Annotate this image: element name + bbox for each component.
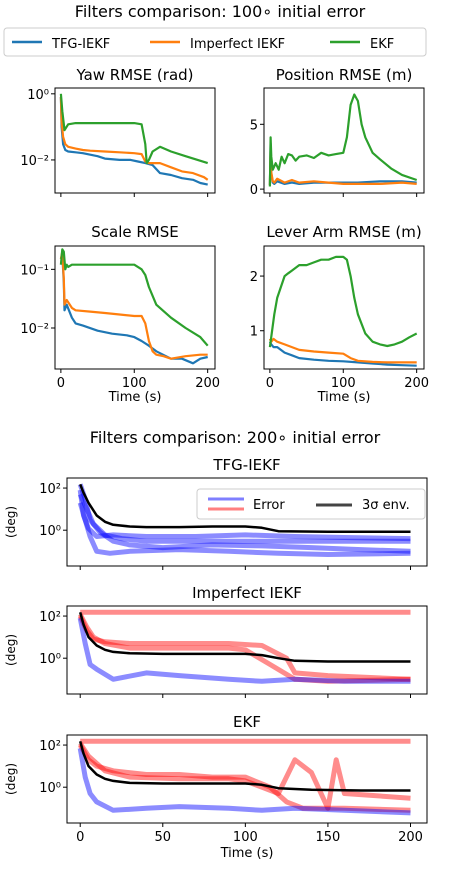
error-trajectory — [77, 615, 411, 682]
y-tick-label: 10² — [39, 482, 61, 497]
series-line-imperfect-iekf — [59, 250, 208, 360]
error-trajectory — [78, 743, 411, 813]
y-axis-label: (deg) — [4, 634, 18, 666]
chart-2: Scale RMSE 10⁻¹ 10⁻² 0 100 200 Time (s) — [20, 223, 220, 405]
chart-title: Imperfect IEKF — [192, 584, 302, 602]
y-tick-label: 10² — [39, 739, 61, 754]
chart-title: Yaw RMSE (rad) — [75, 66, 193, 84]
series-line-imperfect-iekf — [268, 337, 417, 364]
x-tick-label: 0 — [76, 830, 84, 845]
chart-title: Position RMSE (m) — [276, 66, 413, 84]
plot-area — [59, 248, 209, 365]
plot-frame — [54, 87, 216, 194]
error-trajectory — [77, 489, 411, 542]
x-tick-label: 200 — [195, 376, 220, 391]
plot-frame — [263, 87, 425, 194]
y-tick-label: 10⁰ — [39, 652, 61, 667]
chart-title: Scale RMSE — [91, 223, 179, 241]
plot-area — [268, 255, 418, 367]
y-tick-label: 10² — [39, 610, 61, 625]
chart-title: TFG-IEKF — [212, 456, 280, 474]
x-axis-label: Time (s) — [220, 846, 274, 861]
x-tick-label: 150 — [316, 830, 341, 845]
series-line-tfg-iekf — [59, 96, 208, 186]
charts-group: Yaw RMSE (rad) 10⁰ 10⁻² Position RMSE (m) 0 5… — [4, 66, 429, 861]
series-line-imperfect-iekf — [268, 149, 417, 186]
top-legend: TFG-IEKF Imperfect IEKF EKF — [3, 27, 427, 57]
series-line-tfg-iekf — [59, 253, 208, 365]
y-tick-label: 10⁻² — [20, 154, 49, 169]
plot-frame — [54, 245, 216, 370]
x-tick-label: 100 — [331, 376, 356, 391]
x-tick-label: 100 — [233, 830, 258, 845]
chart-4: TFG-IEKF (deg) 10² 10⁰ — [4, 456, 428, 570]
error-trajectory — [77, 483, 411, 554]
x-tick-label: 0 — [266, 376, 274, 391]
series-line-tfg-iekf — [268, 341, 417, 367]
series-line-imperfect-iekf — [59, 96, 209, 181]
y-tick-label: 5 — [250, 118, 258, 133]
legend-label-tfg-iekf: TFG-IEKF — [51, 37, 110, 52]
sigma-envelope-line — [78, 740, 411, 792]
y-tick-label: 10⁻¹ — [20, 263, 49, 278]
legend-label-ekf: EKF — [370, 37, 394, 52]
y-tick-label: 10⁰ — [27, 88, 49, 103]
chart-1: Position RMSE (m) 0 5 — [250, 66, 425, 198]
y-tick-label: 2 — [250, 270, 258, 285]
series-line-ekf — [268, 93, 418, 187]
sigma-envelope-line — [78, 611, 411, 663]
error-trajectory — [77, 613, 411, 684]
x-tick-label: 200 — [398, 830, 423, 845]
error-trajectory — [77, 617, 411, 684]
y-tick-label: 10⁰ — [39, 524, 61, 539]
x-tick-label: 200 — [404, 376, 429, 391]
bottom-legend: Error 3σ env. — [196, 488, 426, 520]
x-tick-label: 0 — [57, 376, 65, 391]
plot-area — [268, 93, 418, 187]
chart-title: EKF — [233, 713, 261, 731]
plot-frame — [66, 734, 428, 824]
x-axis-label: Time (s) — [317, 390, 371, 405]
chart-5: Imperfect IEKF (deg) 10² 10⁰ — [4, 584, 428, 698]
chart-0: Yaw RMSE (rad) 10⁰ 10⁻² — [20, 66, 216, 197]
series-line-ekf — [59, 93, 209, 165]
y-tick-label: 0 — [250, 183, 258, 198]
plot-frame — [263, 245, 425, 370]
y-axis-label: (deg) — [4, 506, 18, 538]
bottom-figure-title: Filters comparison: 200∘ initial error — [90, 428, 381, 447]
y-tick-label: 10⁻² — [20, 322, 49, 337]
y-tick-label: 10⁰ — [39, 781, 61, 796]
y-axis-label: (deg) — [4, 763, 18, 795]
error-trajectory — [77, 747, 411, 816]
top-legend-frame — [3, 27, 427, 57]
plot-area — [59, 93, 209, 186]
legend-label-imperfect-iekf: Imperfect IEKF — [190, 37, 285, 52]
chart-title: Lever Arm RMSE (m) — [266, 223, 421, 241]
error-trajectory — [77, 502, 411, 557]
error-trajectory — [77, 493, 411, 544]
legend-label-error: Error — [253, 498, 285, 513]
series-line-ekf — [268, 255, 418, 348]
plot-frame — [66, 605, 428, 695]
legend-label-envelope: 3σ env. — [362, 498, 410, 513]
error-trajectory — [78, 742, 411, 811]
chart-6: EKF (deg) 10² 10⁰ 0 50 100 150 200 Time (s) — [4, 713, 428, 861]
sigma-envelope-line — [79, 483, 411, 533]
plot-frame — [66, 477, 428, 567]
x-axis-label: Time (s) — [108, 390, 162, 405]
y-tick-label: 1 — [250, 325, 258, 340]
top-figure-title: Filters comparison: 100∘ initial error — [75, 2, 366, 21]
plot-area — [77, 483, 411, 557]
x-tick-label: 100 — [122, 376, 147, 391]
series-line-ekf — [59, 248, 209, 347]
x-tick-label: 50 — [155, 830, 172, 845]
chart-3: Lever Arm RMSE (m) 1 2 0 100 200 Time (s) — [250, 223, 429, 405]
plot-area — [77, 609, 411, 684]
bottom-legend-frame — [196, 488, 426, 520]
plot-area — [77, 738, 411, 816]
